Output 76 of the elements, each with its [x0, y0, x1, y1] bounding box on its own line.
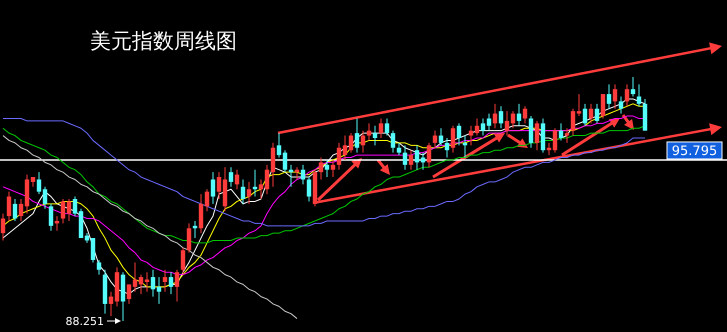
candlestick: [486, 113, 492, 132]
candlestick: [162, 269, 168, 292]
candlestick: [246, 181, 252, 204]
candlestick: [498, 106, 504, 129]
candlestick: [192, 220, 198, 239]
candlestick: [174, 269, 180, 302]
candlestick: [492, 103, 498, 129]
candlestick: [54, 216, 60, 232]
candlestick: [132, 262, 138, 292]
candlestick: [510, 110, 516, 129]
candlestick: [234, 169, 240, 190]
candlestick: [210, 172, 216, 204]
candlestick: [84, 232, 90, 244]
candlestick: [48, 203, 54, 232]
candlestick: [534, 120, 540, 151]
candlestick: [168, 272, 174, 295]
candlestick: [42, 186, 48, 210]
candlestick: [282, 150, 288, 173]
candlestick: [0, 213, 6, 241]
candlestick: [570, 108, 576, 136]
candlestick: [30, 176, 36, 188]
candlestick: [462, 135, 468, 158]
candlestick: [126, 284, 132, 304]
candlestick: [636, 84, 642, 107]
candlestick: [624, 84, 630, 107]
candlestick: [306, 176, 312, 202]
candlestick: [630, 76, 636, 98]
candlestick: [564, 128, 570, 144]
candlestick: [354, 118, 360, 154]
chart-title: 美元指数周线图: [90, 29, 237, 53]
candlestick: [576, 94, 582, 117]
candlestick: [264, 164, 270, 195]
candlestick: [336, 142, 342, 170]
candlestick: [180, 247, 186, 276]
candlestick: [588, 103, 594, 124]
candlestick: [12, 198, 18, 222]
candlestick: [294, 166, 300, 180]
candlestick: [408, 150, 414, 170]
candlestick: [288, 164, 294, 188]
candlestick: [360, 130, 366, 154]
candlestick: [420, 152, 426, 170]
candlestick: [216, 172, 222, 200]
candlestick: [600, 94, 606, 119]
candlestick: [594, 103, 600, 124]
candlestick: [402, 144, 408, 170]
candlestick: [300, 164, 306, 185]
candlestick: [582, 103, 588, 126]
candlestick: [366, 122, 372, 141]
candlestick: [552, 128, 558, 154]
candlestick: [468, 125, 474, 146]
candlestick: [90, 238, 96, 263]
candlestick: [522, 106, 528, 124]
candlestick: [612, 84, 618, 110]
annotation: 88.251: [66, 314, 104, 328]
candlestick: [150, 269, 156, 298]
candlestick: [144, 272, 150, 292]
candlestick: [558, 122, 564, 141]
candlestick: [414, 144, 420, 170]
candlestick: [606, 84, 612, 110]
candlestick: [450, 125, 456, 154]
candlestick: [60, 198, 66, 224]
candlestick: [438, 128, 444, 146]
candlestick: [228, 166, 234, 188]
text: 95.795: [672, 144, 718, 160]
candlestick: [426, 142, 432, 168]
candlestick: [516, 103, 522, 126]
candlestick: [348, 132, 354, 154]
candlestick: [138, 274, 144, 295]
candlestick: [390, 130, 396, 154]
candlestick: [432, 130, 438, 148]
candlestick: [108, 291, 114, 317]
candlestick: [372, 125, 378, 146]
candlestick: [6, 191, 12, 222]
candlestick: [96, 260, 102, 276]
candlestick: [204, 188, 210, 212]
candlestick: [72, 196, 78, 217]
